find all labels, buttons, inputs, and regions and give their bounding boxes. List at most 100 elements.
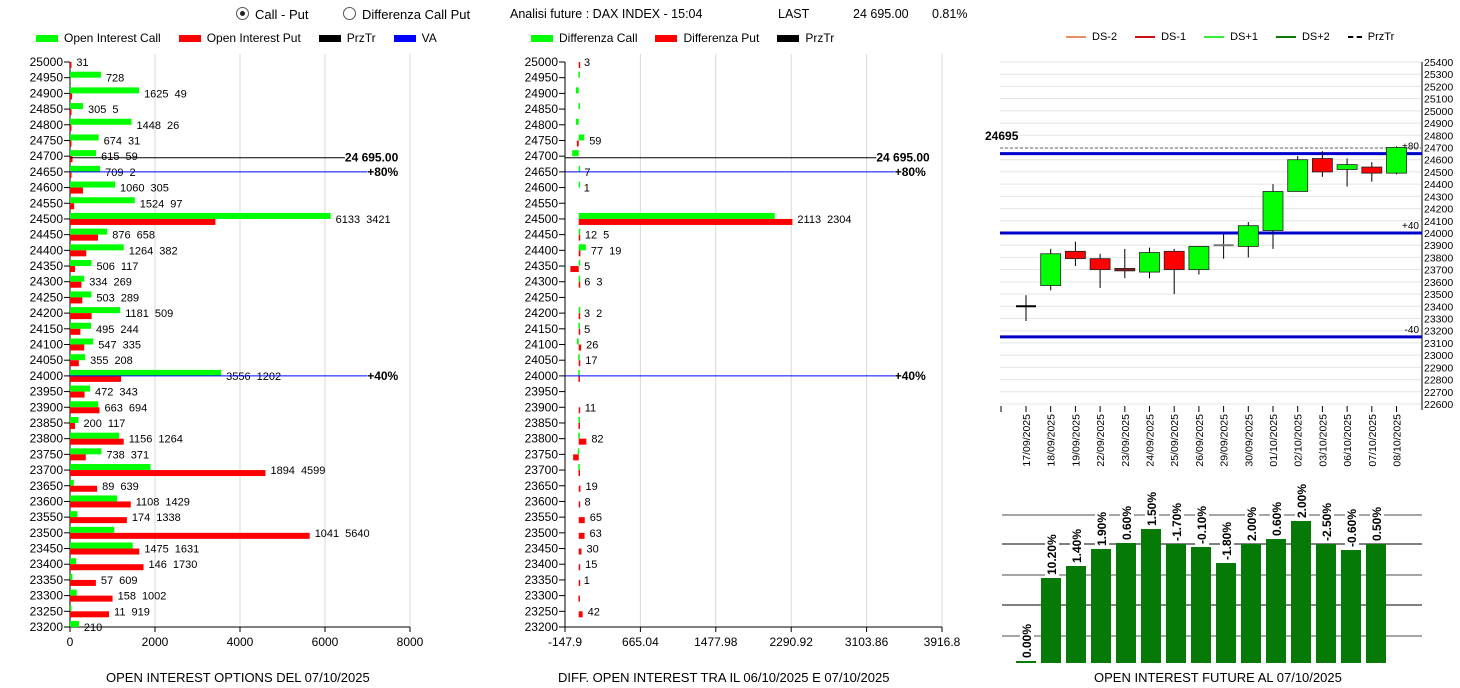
call-bar xyxy=(70,479,74,486)
put-bar xyxy=(578,422,580,429)
legend-left: Open Interest Call Open Interest Put Prz… xyxy=(36,31,455,45)
put-value-label: 63 xyxy=(590,528,602,540)
y-tick-label: 24400 xyxy=(30,243,64,257)
y-tick-label: 24800 xyxy=(525,118,559,132)
y-tick-label: 23200 xyxy=(30,620,64,634)
oi-change-label: -1.70% xyxy=(1170,503,1184,541)
legend-middle: Differenza Call Differenza Put PrzTr xyxy=(531,31,852,45)
label-background xyxy=(1070,527,1084,564)
put-bar xyxy=(70,187,83,194)
call-bar xyxy=(70,71,101,78)
date-label: 25/09/2025 xyxy=(1169,414,1181,467)
call-value-label: 1156 xyxy=(129,434,153,446)
oi-bar xyxy=(1016,661,1036,663)
legend-line xyxy=(1347,36,1362,38)
put-bar xyxy=(70,234,98,241)
y-tick-label: 25400 xyxy=(1424,57,1453,69)
y-tick-label: 25000 xyxy=(525,55,559,69)
y-tick-label: 23450 xyxy=(525,542,559,556)
chart-title-future: OPEN INTEREST FUTURE AL 07/10/2025 xyxy=(1094,670,1342,685)
legend-item: Open Interest Call xyxy=(36,31,161,45)
oi-bar xyxy=(1216,563,1236,663)
y-tick-label: 24750 xyxy=(30,133,64,147)
legend-item: PrzTr xyxy=(777,31,834,45)
call-bar xyxy=(70,87,140,94)
oi-bar xyxy=(1291,521,1311,663)
legend-item: DS+1 xyxy=(1204,31,1258,43)
call-bar xyxy=(578,71,580,78)
y-tick-label: 24250 xyxy=(525,290,559,304)
put-value-label: 919 xyxy=(131,606,149,618)
call-bar xyxy=(70,322,92,329)
legend-item: DS-2 xyxy=(1066,31,1117,43)
radio-call-put-label: Call - Put xyxy=(255,7,309,22)
label-background xyxy=(1270,500,1284,537)
legend-label: Differenza Call xyxy=(559,31,638,45)
y-tick-label: 23300 xyxy=(30,589,64,603)
put-value-label: 2 xyxy=(129,167,135,179)
put-value-label: 11 xyxy=(585,402,596,414)
put-value-label: 1002 xyxy=(142,591,166,603)
put-bar xyxy=(578,611,583,618)
date-label: 01/10/2025 xyxy=(1268,414,1280,467)
y-tick-label: 23650 xyxy=(30,479,64,493)
call-value-label: 1108 xyxy=(136,496,160,508)
y-tick-label: 24500 xyxy=(525,212,559,226)
y-tick-label: 23350 xyxy=(525,573,559,587)
legend-line xyxy=(1204,36,1225,38)
put-bar xyxy=(70,501,131,508)
put-bar xyxy=(576,140,579,147)
put-bar xyxy=(70,156,73,163)
put-value-label: 5 xyxy=(584,324,590,336)
candle-down xyxy=(1114,268,1136,272)
call-bar xyxy=(70,385,91,392)
y-tick-label: 23900 xyxy=(525,400,559,414)
call-bar xyxy=(70,103,83,110)
legend-item: DS-1 xyxy=(1135,31,1186,43)
y-tick-label: 23950 xyxy=(525,385,559,399)
x-tick-label: 0 xyxy=(67,635,74,649)
put-value-label: 26 xyxy=(167,120,179,132)
candle-up xyxy=(1040,253,1062,286)
label-background xyxy=(1020,622,1034,659)
call-value-label: 3 xyxy=(584,308,590,320)
put-value-label: 305 xyxy=(151,183,169,195)
radio-differenza[interactable]: Differenza Call Put xyxy=(343,7,470,22)
y-tick-label: 24950 xyxy=(30,71,64,85)
legend-label: PrzTr xyxy=(805,31,835,45)
put-bar xyxy=(70,124,72,131)
call-bar xyxy=(578,165,581,172)
call-value-label: 11 xyxy=(114,606,125,618)
legend-label: Open Interest Put xyxy=(206,31,301,45)
last-value: 24 695.00 xyxy=(853,7,909,21)
legend-item: Differenza Call xyxy=(531,31,637,45)
y-tick-label: 23950 xyxy=(30,385,64,399)
call-value-label: 728 xyxy=(106,73,124,85)
put-bar xyxy=(70,438,124,445)
put-bar xyxy=(578,328,581,335)
przTr-label: 24 695.00 xyxy=(876,151,930,165)
call-bar xyxy=(70,197,135,204)
put-bar xyxy=(578,579,581,586)
y-tick-label: 24700 xyxy=(525,149,559,163)
y-tick-label: 25000 xyxy=(1424,106,1453,118)
put-bar xyxy=(573,454,579,461)
call-bar xyxy=(577,448,580,455)
put-value-label: 2 xyxy=(596,308,602,320)
y-tick-label: 23200 xyxy=(525,620,559,634)
y-tick-label: 23800 xyxy=(525,432,559,446)
y-tick-label: 24300 xyxy=(30,275,64,289)
x-tick-label: 8000 xyxy=(397,635,424,649)
label-background xyxy=(1245,505,1259,542)
y-tick-label: 23500 xyxy=(30,526,64,540)
date-label: 18/09/2025 xyxy=(1046,414,1058,467)
label-background xyxy=(1095,510,1109,547)
call-value-label: 6 xyxy=(584,277,590,289)
date-label: 02/10/2025 xyxy=(1293,414,1305,467)
put-bar xyxy=(70,454,86,461)
y-tick-label: 23450 xyxy=(30,542,64,556)
radio-call-put[interactable]: Call - Put xyxy=(236,7,308,22)
call-bar xyxy=(578,181,581,188)
analysis-title: Analisi future : DAX INDEX - 15:04 xyxy=(510,7,703,21)
